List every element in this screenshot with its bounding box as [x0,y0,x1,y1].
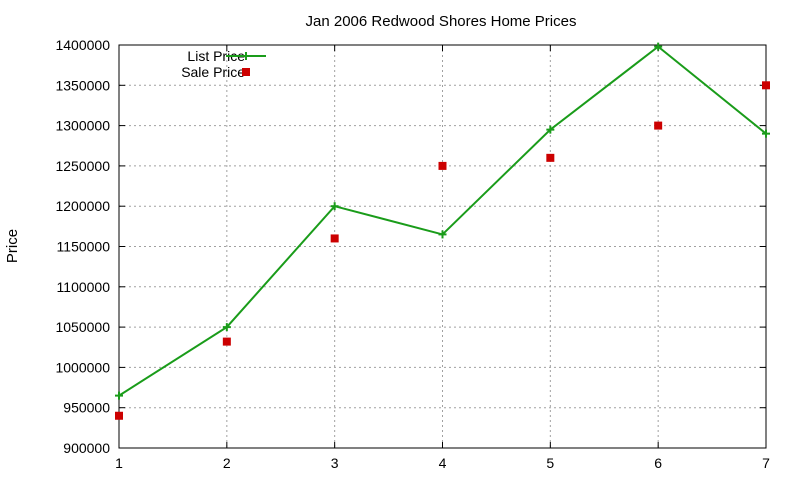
x-tick-label: 6 [654,455,662,471]
legend-label: List Price [187,48,245,64]
y-tick-label: 1250000 [55,158,110,174]
y-tick-label: 900000 [63,440,110,456]
y-tick-label: 1400000 [55,37,110,53]
y-tick-label: 1150000 [57,239,111,255]
chart-title: Jan 2006 Redwood Shores Home Prices [306,13,577,30]
x-tick-label: 1 [115,455,123,471]
x-tick-label: 7 [762,455,770,471]
sale-price-point [330,234,339,243]
legend-square-marker [242,68,250,76]
y-tick-label: 1350000 [55,77,110,93]
sale-price-point [438,161,447,170]
list-price-point [438,230,447,239]
legend-label: Sale Price [181,64,245,80]
list-price-point [654,42,663,51]
y-tick-label: 1000000 [55,359,110,375]
tick-labels: 1 2 3 4 5 6 7 900000 950000 1000000 1050000 1100000… [55,37,770,471]
y-tick-label: 1100000 [57,279,111,295]
y-tick-label: 1050000 [55,319,110,335]
list-price-point [762,129,770,138]
list-price-point [115,391,123,400]
list-price-point [546,125,555,134]
y-tick-label: 950000 [63,400,110,416]
x-tick-label: 3 [331,455,339,471]
sale-price-point [115,411,123,420]
sale-price-point [222,337,231,346]
y-tick-label: 1200000 [55,198,110,214]
list-price-point [222,323,231,332]
x-tick-label: 5 [546,455,554,471]
y-axis-label: Price [4,229,21,263]
series-layer [115,42,770,420]
sale-price-point [654,121,663,130]
list-price-point [330,202,339,211]
sale-price-point [546,153,555,162]
x-tick-label: 4 [439,455,447,471]
legend-plus-marker [242,52,250,60]
grid-lines [119,45,766,448]
sale-price-point [762,81,770,90]
y-tick-label: 1300000 [55,118,110,134]
x-tick-label: 2 [223,455,231,471]
